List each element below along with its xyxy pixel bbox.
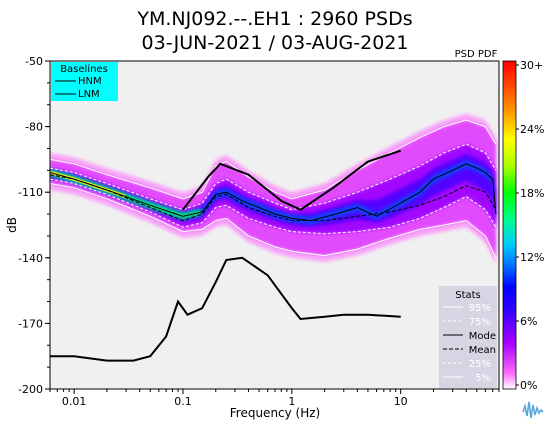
- x-tick-label: 0.1: [174, 395, 192, 408]
- mean-legend-label: Mean: [469, 345, 496, 356]
- colorbar-tick-label: 30+: [520, 59, 543, 72]
- colorbar-tick-label: 6%: [520, 315, 537, 328]
- chart-title: YM.NJ092.--.EH1 : 2960 PSDs: [136, 8, 412, 30]
- colorbar-tick-label: 18%: [520, 187, 544, 200]
- p5-legend-label: 5%: [475, 373, 491, 384]
- colorbar-ticks: 30+ 24% 18% 12% 6% 0%: [516, 59, 544, 392]
- x-axis-label: Frequency (Hz): [230, 406, 321, 420]
- y-tick-label: -200: [18, 383, 43, 396]
- p25-line: [50, 178, 497, 235]
- mean-line: [50, 174, 497, 222]
- mode-line: [50, 163, 497, 222]
- y-tick-label: -50: [25, 55, 43, 68]
- hnm-line: [182, 149, 402, 211]
- baselines-legend: Baselines HNM LNM: [51, 62, 118, 101]
- p75-line: [50, 143, 497, 211]
- pdf-density: [50, 113, 496, 265]
- lnm-legend-label: LNM: [78, 89, 100, 100]
- statistic-lines: [50, 119, 497, 259]
- stats-legend-box: [439, 286, 497, 388]
- lnm-line: [50, 256, 401, 362]
- baselines-legend-title: Baselines: [60, 64, 108, 75]
- x-axis-ticks: 0.01 0.1 1 10: [49, 389, 500, 408]
- p95-legend-label: 95%: [469, 303, 491, 314]
- baseline-models: [50, 149, 402, 362]
- colorbar-tick-label: 24%: [520, 123, 544, 136]
- pdf-ridge-green: [50, 169, 201, 220]
- p5-line: [50, 183, 497, 259]
- p95-line: [50, 119, 497, 200]
- hnm-legend-label: HNM: [78, 76, 102, 87]
- x-tick-label: 0.01: [62, 395, 87, 408]
- y-axis-label: dB: [5, 217, 19, 233]
- stats-legend: Stats 95% 75% Mode Mean 25% 5%: [439, 286, 497, 388]
- chart-subtitle: 03-JUN-2021 / 03-AUG-2021: [142, 32, 409, 54]
- mode-legend-label: Mode: [469, 331, 496, 342]
- colorbar-tick-label: 12%: [520, 251, 544, 264]
- x-tick-label: 10: [394, 395, 408, 408]
- p25-legend-label: 25%: [469, 359, 491, 370]
- p75-legend-label: 75%: [469, 317, 491, 328]
- y-tick-label: -170: [18, 317, 43, 330]
- logo-icon: [520, 398, 546, 422]
- y-tick-label: -110: [18, 186, 43, 199]
- y-axis-ticks: -50 -80 -110 -140 -170 -200: [18, 55, 50, 396]
- colorbar-label: PSD PDF: [455, 49, 498, 60]
- colorbar: [502, 60, 517, 390]
- stats-legend-title: Stats: [455, 290, 481, 301]
- y-tick-label: -80: [25, 121, 43, 134]
- y-tick-label: -140: [18, 252, 43, 265]
- colorbar-tick-label: 0%: [520, 379, 537, 392]
- x-tick-label: 1: [288, 395, 295, 408]
